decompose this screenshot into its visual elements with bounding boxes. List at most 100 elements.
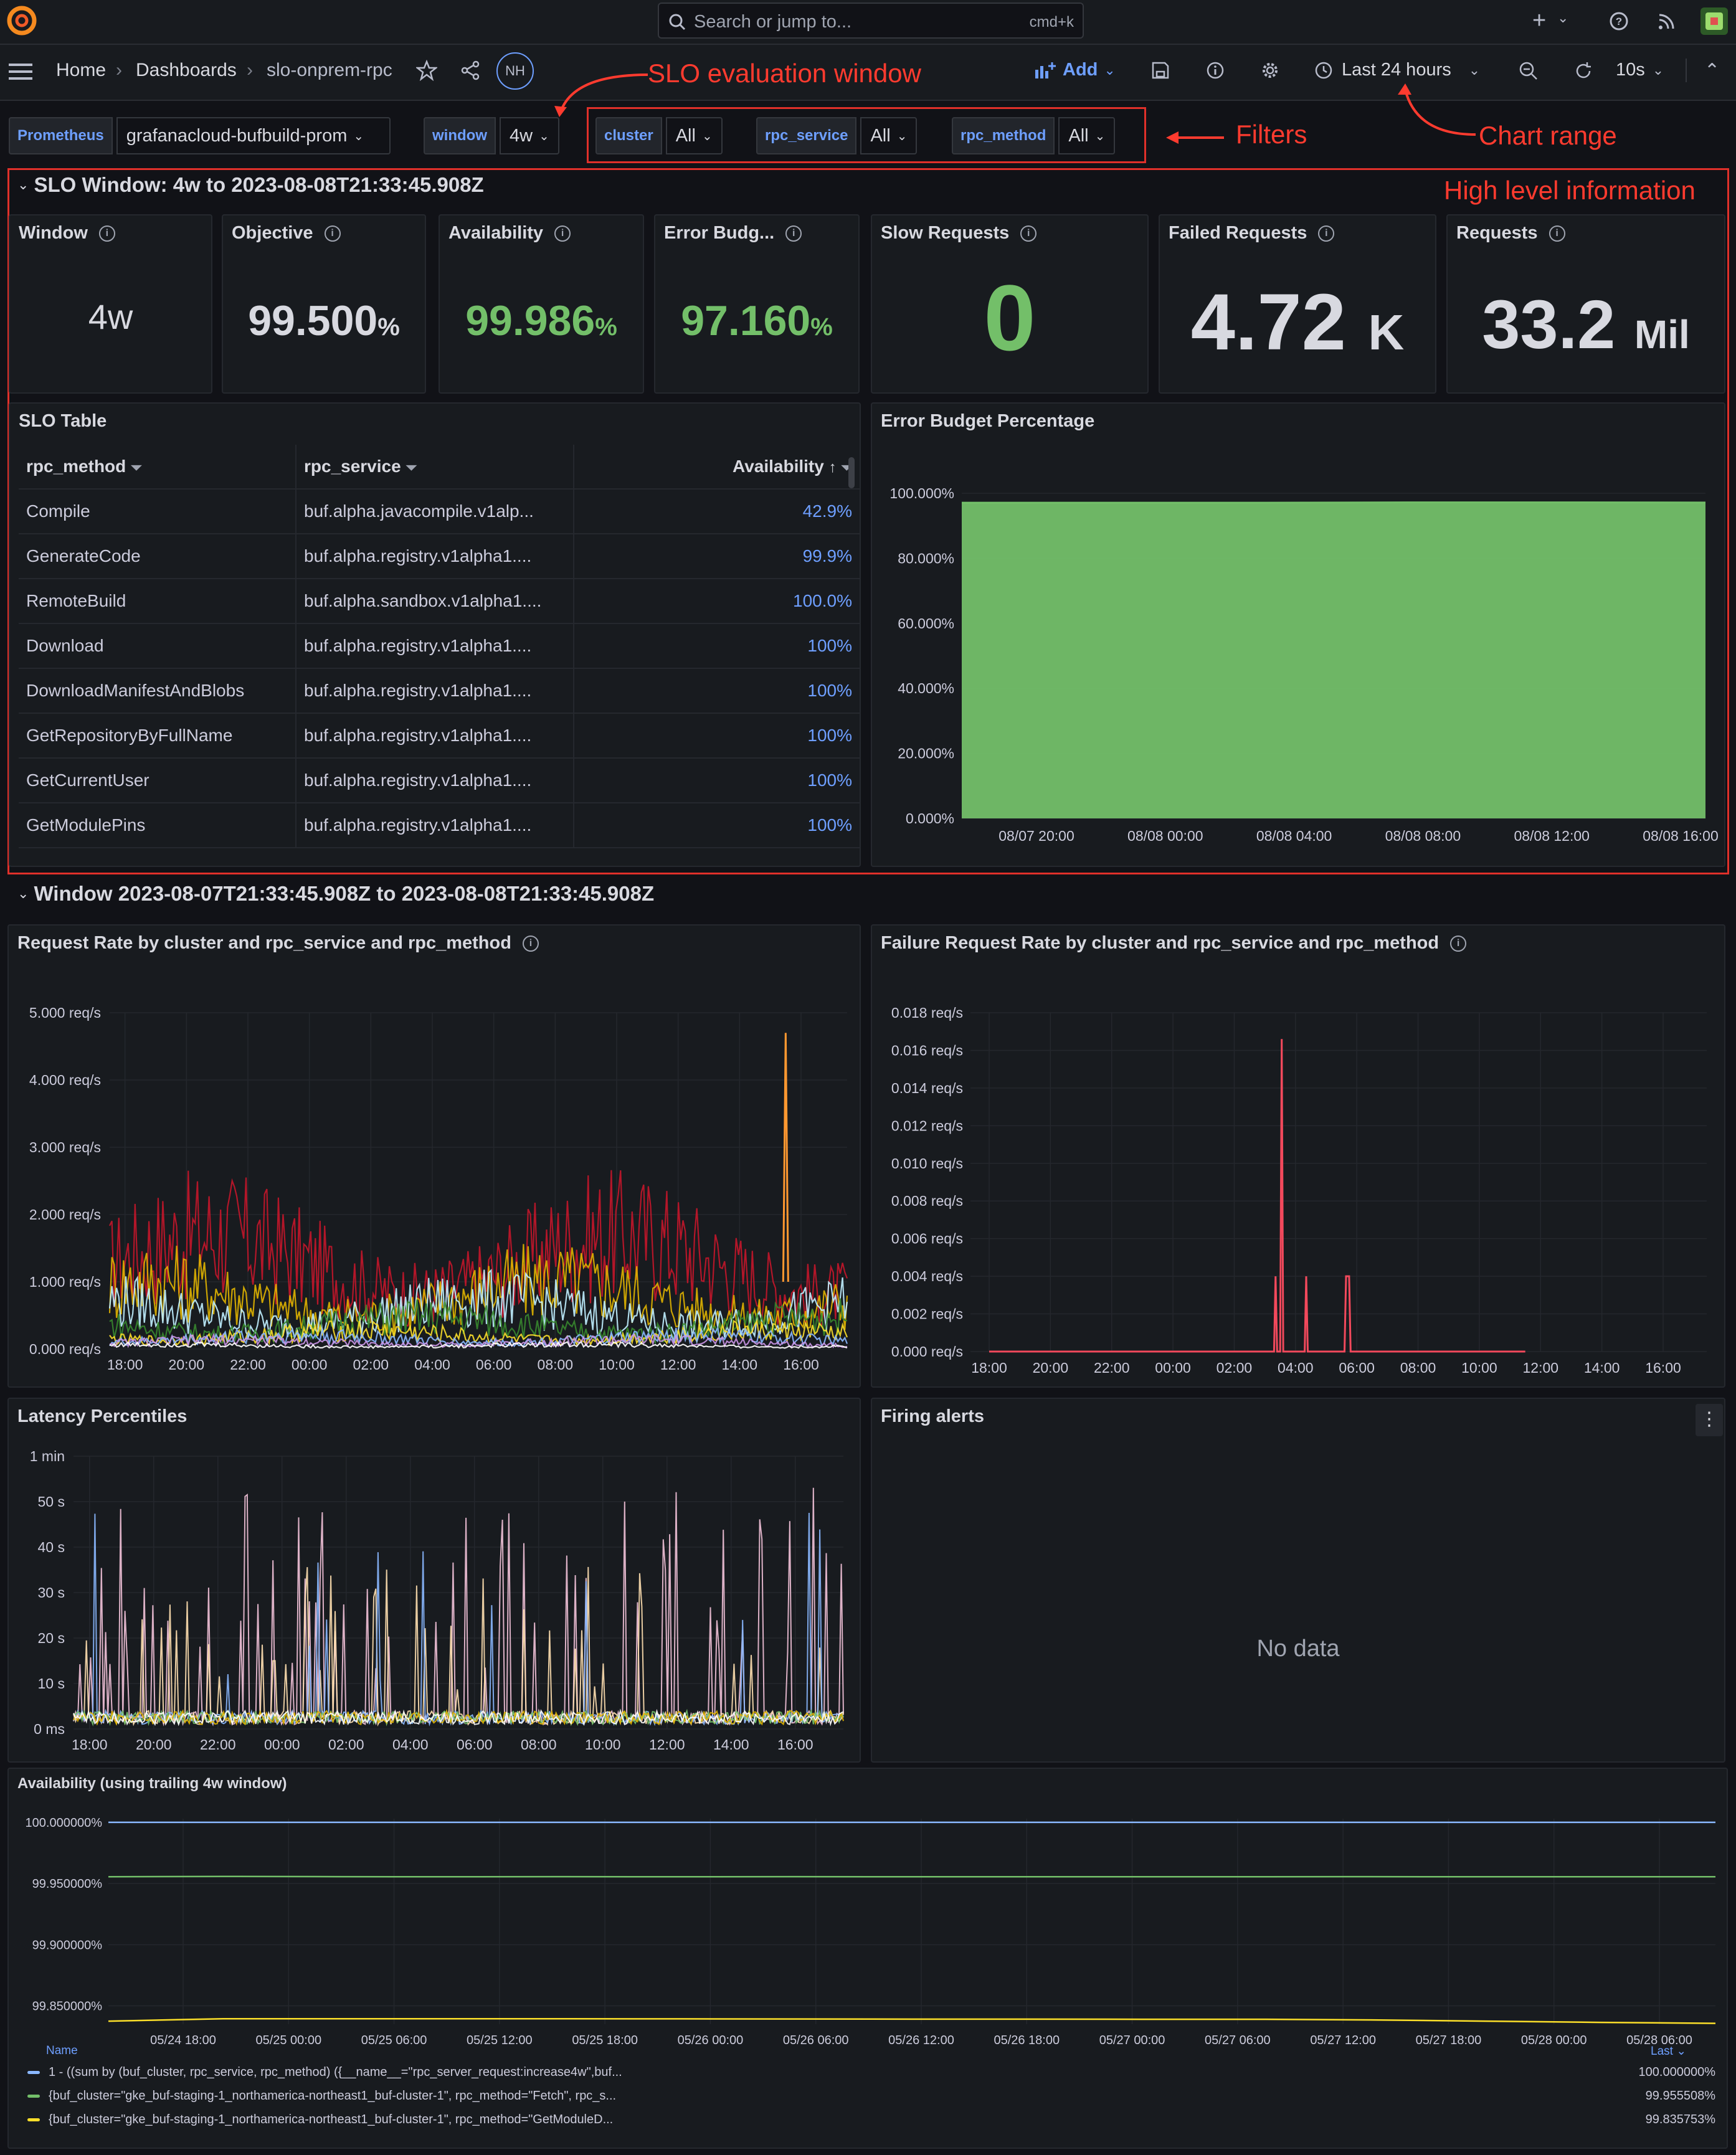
- search-input[interactable]: Search or jump to... cmd+k: [658, 2, 1084, 39]
- cluster-select[interactable]: All ⌄: [665, 117, 723, 154]
- gear-icon[interactable]: [1261, 61, 1279, 80]
- share-icon[interactable]: [460, 60, 481, 81]
- y-tick-label: 4.000 req/s: [29, 1072, 101, 1088]
- x-tick-label: 04:00: [392, 1736, 429, 1753]
- table-row[interactable]: Download buf.alpha.registry.v1alpha1.... 1…: [19, 623, 860, 669]
- request-rate-chart[interactable]: 0.000 req/s 1.000 req/s 2.000 req/s 3.000 r…: [9, 963, 860, 1386]
- x-tick-label: 00:00: [292, 1357, 328, 1373]
- table-row[interactable]: RemoteBuild buf.alpha.sandbox.v1alpha1...…: [19, 579, 860, 624]
- info-icon[interactable]: i: [554, 225, 571, 242]
- chevron-down-icon: ⌄: [539, 129, 549, 143]
- collapse-chevron-icon[interactable]: ⌃: [1704, 60, 1720, 81]
- x-tick-label: 05/28 06:00: [1626, 2034, 1692, 2047]
- column-header-availability[interactable]: Availability ↑ ⏷: [574, 445, 860, 490]
- menu-icon[interactable]: [9, 64, 32, 80]
- help-icon[interactable]: ?: [1609, 11, 1629, 31]
- cell-rpc-service: buf.alpha.sandbox.v1alpha1....: [296, 579, 574, 624]
- refresh-icon[interactable]: [1573, 61, 1593, 81]
- info-icon[interactable]: i: [1450, 935, 1467, 952]
- breadcrumb-current: slo-onprem-rpc: [267, 60, 392, 80]
- table-row[interactable]: Compile buf.alpha.javacompile.v1alp... 42.…: [19, 489, 860, 534]
- zoom-out-icon[interactable]: [1519, 61, 1539, 81]
- x-tick-label: 05/26 06:00: [783, 2034, 849, 2047]
- stat-panel-availability: Availability i 99.986%: [439, 214, 644, 394]
- x-tick-label: 14:00: [722, 1357, 758, 1373]
- row-header-window[interactable]: ⌄ Window 2023-08-07T21:33:45.908Z to 202…: [17, 882, 654, 906]
- grafana-logo-icon[interactable]: [6, 5, 37, 36]
- info-icon[interactable]: i: [785, 225, 802, 242]
- x-tick-label: 02:00: [1217, 1360, 1253, 1376]
- y-tick-label: 40 s: [38, 1539, 65, 1555]
- breadcrumb-dashboards[interactable]: Dashboards: [136, 60, 237, 80]
- x-tick-label: 12:00: [649, 1736, 685, 1753]
- column-header-rpc-service[interactable]: rpc_service ⏷: [296, 445, 574, 490]
- line-series: [73, 1708, 844, 1726]
- chevron-down-icon: ⌄: [17, 177, 29, 192]
- info-icon[interactable]: i: [324, 225, 341, 242]
- table-header-row: rpc_method ⏷ rpc_service ⏷ Availability …: [19, 445, 860, 490]
- line-series: [989, 1039, 1525, 1353]
- info-icon[interactable]: i: [522, 935, 539, 952]
- line-series: [109, 1340, 848, 1349]
- failure-rate-chart[interactable]: 0.000 req/s 0.002 req/s 0.004 req/s 0.006 r…: [872, 963, 1724, 1386]
- legend-series-name: {buf_cluster="gke_buf-staging-1_northame…: [49, 2113, 614, 2126]
- rpc-method-select[interactable]: All ⌄: [1058, 117, 1116, 154]
- save-icon[interactable]: [1151, 61, 1170, 80]
- window-select[interactable]: 4w ⌄: [499, 117, 559, 154]
- info-icon[interactable]: i: [1020, 225, 1037, 242]
- time-range-picker[interactable]: Last 24 hours ⌄: [1314, 60, 1480, 80]
- legend-header-last[interactable]: Last ⌄: [1651, 2045, 1687, 2058]
- table-row[interactable]: DownloadManifestAndBlobs buf.alpha.regist…: [19, 668, 860, 714]
- star-icon[interactable]: [416, 60, 437, 81]
- latency-chart[interactable]: 0 ms 10 s 20 s 30 s 40 s 50 s 1 min 18:00 20:00 2…: [9, 1436, 860, 1761]
- new-menu-button[interactable]: +: [1532, 7, 1547, 34]
- y-tick-label: 0.012 req/s: [891, 1117, 963, 1134]
- line-series: [73, 1566, 844, 1727]
- table-row[interactable]: GetModulePins buf.alpha.registry.v1alpha1…: [19, 803, 860, 848]
- cell-rpc-method: Compile: [19, 489, 296, 534]
- stat-panel-objective: Objective i 99.500%: [222, 214, 426, 394]
- panel-title: Availability i: [448, 223, 571, 244]
- chevron-down-icon[interactable]: ⌄: [1557, 10, 1569, 26]
- filter-icon[interactable]: ⏷: [406, 460, 417, 475]
- row-header-slo-window[interactable]: ⌄ SLO Window: 4w to 2023-08-08T21:33:45.…: [17, 173, 484, 197]
- panel-menu-button[interactable]: ⋮: [1696, 1404, 1723, 1436]
- panel-title: Failed Requests i: [1169, 223, 1335, 244]
- refresh-interval-picker[interactable]: 10s ⌄: [1616, 60, 1664, 80]
- toolbar-divider: [1686, 59, 1687, 82]
- table-scrollbar[interactable]: [848, 457, 855, 488]
- y-tick-label: 0.004 req/s: [891, 1268, 963, 1284]
- info-icon[interactable]: i: [98, 225, 115, 242]
- info-icon[interactable]: [1206, 61, 1225, 80]
- rpc-service-select[interactable]: All ⌄: [860, 117, 918, 154]
- error-budget-panel: Error Budget Percentage 0.000% 20.000% 40.…: [871, 402, 1725, 867]
- availability-chart[interactable]: 99.850000% 99.900000% 99.950000% 100.000000…: [9, 1794, 1727, 2068]
- rss-icon[interactable]: [1657, 11, 1677, 31]
- table-row[interactable]: GetCurrentUser buf.alpha.registry.v1alpha…: [19, 758, 860, 803]
- legend-item[interactable]: 1 - ((sum by (buf_cluster, rpc_service, …: [27, 2065, 1715, 2080]
- user-avatar[interactable]: [1700, 7, 1728, 35]
- add-button[interactable]: Add ⌄: [1034, 60, 1116, 80]
- table-row[interactable]: GetRepositoryByFullName buf.alpha.registr…: [19, 713, 860, 759]
- add-button-label: Add: [1063, 60, 1098, 80]
- panel-title: Firing alerts: [881, 1406, 984, 1426]
- y-tick-label: 5.000 req/s: [29, 1005, 101, 1021]
- variable-window: window 4w ⌄: [424, 117, 559, 154]
- column-header-rpc-method[interactable]: rpc_method ⏷: [19, 445, 296, 490]
- legend-item[interactable]: {buf_cluster="gke_buf-staging-1_northame…: [27, 2089, 1715, 2103]
- filter-icon[interactable]: ⏷: [131, 460, 142, 475]
- x-tick-label: 05/27 18:00: [1416, 2034, 1482, 2047]
- cell-rpc-service: buf.alpha.registry.v1alpha1....: [296, 803, 574, 848]
- datasource-select[interactable]: grafanacloud-bufbuild-prom ⌄: [116, 117, 391, 154]
- user-avatar-nh[interactable]: NH: [496, 52, 534, 90]
- info-icon[interactable]: i: [1549, 225, 1565, 242]
- sort-ascending-icon[interactable]: ↑: [828, 459, 837, 476]
- legend-item[interactable]: {buf_cluster="gke_buf-staging-1_northame…: [27, 2113, 1715, 2127]
- legend-last-value: 100.000000%: [1638, 2065, 1715, 2079]
- info-icon[interactable]: i: [1318, 225, 1335, 242]
- error-budget-chart[interactable]: 0.000% 20.000% 40.000% 60.000% 80.000% 100.00…: [872, 441, 1724, 864]
- row-title: Window 2023-08-07T21:33:45.908Z to 2023-…: [34, 882, 655, 905]
- breadcrumb-home[interactable]: Home: [56, 60, 107, 80]
- table-row[interactable]: GenerateCode buf.alpha.registry.v1alpha1.…: [19, 534, 860, 579]
- legend-header-name[interactable]: Name: [46, 2044, 78, 2057]
